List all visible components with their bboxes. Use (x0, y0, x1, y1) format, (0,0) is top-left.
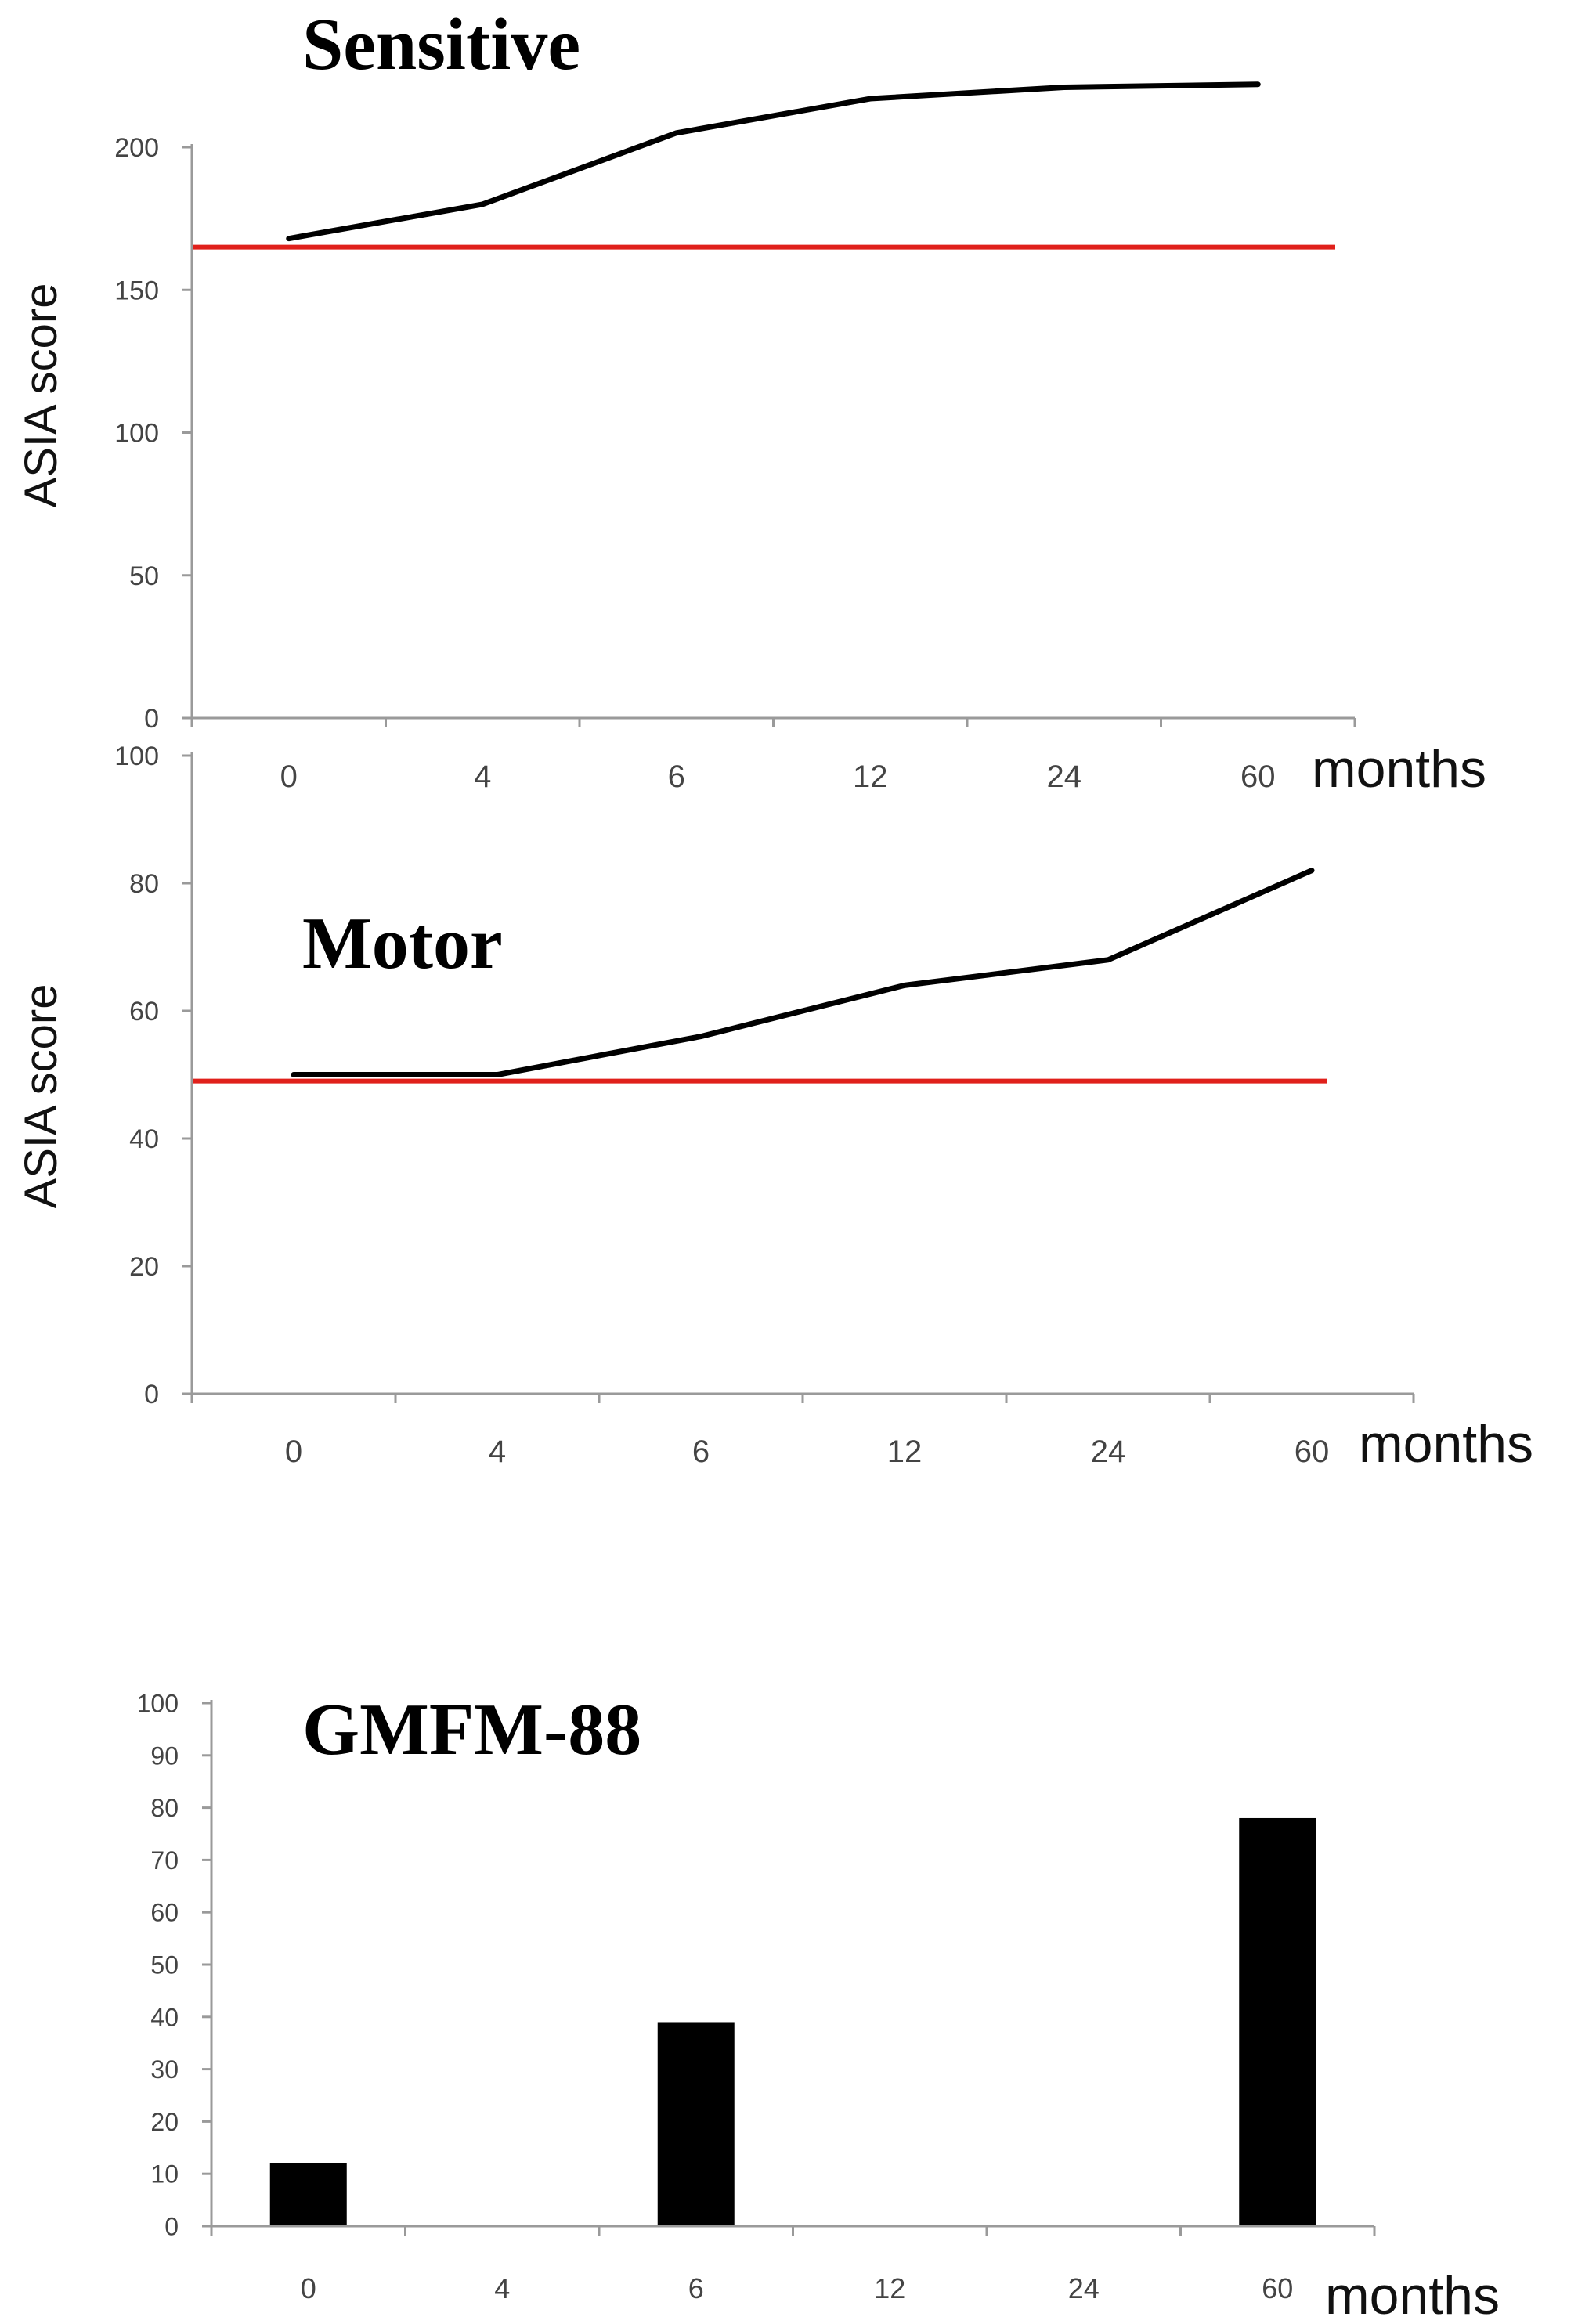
x-tick-label: 24 (1047, 760, 1082, 794)
x-tick-label: 12 (887, 1434, 923, 1469)
y-tick-label: 80 (150, 1794, 179, 1822)
y-tick-label: 80 (129, 869, 159, 899)
y-tick-label: 0 (144, 1380, 159, 1409)
x-tick-label: 24 (1068, 2272, 1100, 2304)
x-tick-label: 12 (874, 2272, 905, 2304)
y-tick-label: 0 (144, 704, 159, 734)
x-tick-label: 60 (1262, 2272, 1293, 2304)
bar (1239, 1817, 1316, 2226)
y-tick-label: 50 (129, 561, 159, 591)
chart-title: Motor (302, 903, 503, 984)
y-tick-label: 20 (129, 1252, 159, 1282)
x-axis-unit: months (1325, 2266, 1500, 2324)
y-tick-label: 100 (137, 1690, 179, 1718)
x-tick-label: 4 (494, 2272, 510, 2304)
x-axis-unit: months (1312, 739, 1486, 799)
x-axis-unit: months (1359, 1414, 1533, 1474)
x-tick-label: 6 (692, 1434, 710, 1469)
y-tick-label: 40 (129, 1124, 159, 1154)
bar (657, 2022, 735, 2226)
x-tick-label: 0 (285, 1434, 302, 1469)
y-tick-label: 200 (114, 133, 159, 163)
y-axis-label: ASIA score (16, 984, 67, 1209)
x-tick-label: 0 (280, 760, 298, 794)
x-tick-label: 4 (474, 760, 491, 794)
y-tick-label: 70 (150, 1846, 179, 1875)
x-tick-label: 4 (489, 1434, 506, 1469)
series-line (286, 81, 1261, 242)
y-tick-label: 60 (129, 997, 159, 1027)
x-tick-label: 60 (1295, 1434, 1330, 1469)
x-tick-label: 6 (668, 760, 685, 794)
x-tick-label: 24 (1091, 1434, 1126, 1469)
chart-title: Sensitive (302, 4, 580, 85)
y-tick-label: 60 (150, 1899, 179, 1927)
y-axis-label: ASIA score (16, 283, 67, 508)
y-tick-label: 100 (114, 742, 159, 771)
x-tick-label: 60 (1240, 760, 1276, 794)
x-tick-label: 0 (301, 2272, 316, 2304)
x-tick-label: 12 (853, 760, 888, 794)
y-tick-label: 50 (150, 1951, 179, 1979)
y-tick-label: 150 (114, 276, 159, 305)
y-tick-label: 100 (114, 419, 159, 449)
chart-title: GMFM-88 (302, 1689, 641, 1770)
y-tick-label: 0 (164, 2213, 179, 2241)
y-tick-label: 30 (150, 2055, 179, 2084)
sensitive-chart: Sensitive ASIA score months 0 50 100 150 200… (16, 4, 1486, 799)
gmfm-chart: GMFM-88 months 0 10 20 30 40 50 60 70 80 90 100 0 4… (137, 1689, 1500, 2324)
bar (269, 2163, 347, 2226)
y-tick-label: 40 (150, 2003, 179, 2031)
x-tick-label: 6 (688, 2272, 704, 2304)
y-tick-label: 10 (150, 2160, 179, 2189)
y-tick-label: 20 (150, 2108, 179, 2136)
series-line (291, 868, 1315, 1077)
y-tick-label: 90 (150, 1741, 179, 1770)
